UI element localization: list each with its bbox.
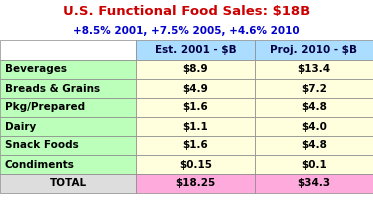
Bar [255,98,373,117]
Bar [136,155,255,174]
Text: $18.25: $18.25 [175,178,216,189]
Text: Est. 2001 - $B: Est. 2001 - $B [155,45,236,55]
Bar [136,136,255,155]
Bar [136,60,255,79]
Bar [255,174,373,193]
Text: Dairy: Dairy [5,121,36,131]
Bar [0,117,136,136]
Text: $4.8: $4.8 [301,102,327,112]
Bar [255,136,373,155]
Bar [255,117,373,136]
Bar [255,40,373,60]
Text: $0.15: $0.15 [179,160,212,170]
Bar [136,98,255,117]
Bar [136,117,255,136]
Text: U.S. Functional Food Sales: $18B: U.S. Functional Food Sales: $18B [63,4,310,17]
Text: $1.6: $1.6 [182,102,209,112]
Text: $4.9: $4.9 [182,83,209,94]
Bar [136,79,255,98]
Text: $0.1: $0.1 [301,160,327,170]
Text: TOTAL: TOTAL [50,178,87,189]
Text: Beverages: Beverages [5,65,67,75]
Text: $1.6: $1.6 [182,141,209,151]
Bar [0,40,136,60]
Text: Breads & Grains: Breads & Grains [5,83,100,94]
Bar [136,40,255,60]
Text: $1.1: $1.1 [182,121,209,131]
Bar [136,174,255,193]
Text: +8.5% 2001, +7.5% 2005, +4.6% 2010: +8.5% 2001, +7.5% 2005, +4.6% 2010 [73,26,300,36]
Text: $4.0: $4.0 [301,121,327,131]
Text: Pkg/Prepared: Pkg/Prepared [5,102,85,112]
Text: Snack Foods: Snack Foods [5,141,78,151]
Text: Condiments: Condiments [5,160,75,170]
Bar [0,174,136,193]
Bar [0,155,136,174]
Text: $8.9: $8.9 [183,65,208,75]
Bar [255,60,373,79]
Text: $4.8: $4.8 [301,141,327,151]
Text: $7.2: $7.2 [301,83,327,94]
Bar [0,60,136,79]
Bar [0,136,136,155]
Bar [255,155,373,174]
Text: $13.4: $13.4 [297,65,330,75]
Bar [255,79,373,98]
Bar [0,79,136,98]
Text: Proj. 2010 - $B: Proj. 2010 - $B [270,45,357,55]
Text: $34.3: $34.3 [297,178,330,189]
Bar [0,98,136,117]
